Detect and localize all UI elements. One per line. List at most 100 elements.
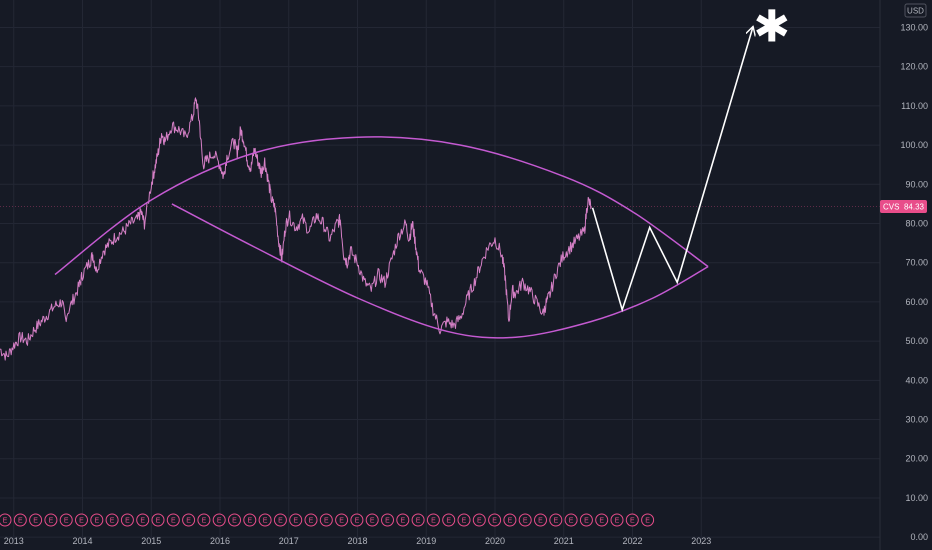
earnings-marker [472, 513, 486, 527]
earnings-marker-label: E [202, 518, 207, 525]
earnings-marker-label: E [64, 518, 69, 525]
earnings-marker [289, 513, 303, 527]
earnings-marker [212, 513, 226, 527]
earnings-marker-label: E [125, 518, 130, 525]
earnings-marker [44, 513, 58, 527]
y-tick-label: 20.00 [905, 454, 928, 464]
y-tick-label: 40.00 [905, 375, 928, 385]
earnings-marker-label: E [645, 518, 650, 525]
price-line [0, 97, 592, 361]
earnings-marker-label: E [278, 518, 283, 525]
earnings-marker [0, 513, 12, 527]
earnings-marker [120, 513, 134, 527]
earnings-marker [151, 513, 165, 527]
earnings-marker [411, 513, 425, 527]
earnings-marker-label: E [110, 518, 115, 525]
earnings-marker-label: E [339, 518, 344, 525]
y-tick-label: 130.00 [900, 22, 928, 32]
earnings-marker-label: E [355, 518, 360, 525]
earnings-marker [304, 513, 318, 527]
earnings-marker-label: E [615, 518, 620, 525]
earnings-marker [365, 513, 379, 527]
y-tick-label: 90.00 [905, 179, 928, 189]
earnings-marker-label: E [400, 518, 405, 525]
earnings-marker-label: E [49, 518, 54, 525]
earnings-marker-label: E [140, 518, 145, 525]
earnings-marker [579, 513, 593, 527]
earnings-marker [518, 513, 532, 527]
earnings-marker-label: E [599, 518, 604, 525]
earnings-marker [564, 513, 578, 527]
y-tick-label: 80.00 [905, 218, 928, 228]
asterisk-icon: ✱ [753, 1, 790, 52]
earnings-marker [457, 513, 471, 527]
earnings-marker-label: E [553, 518, 558, 525]
earnings-marker [197, 513, 211, 527]
earnings-marker [166, 513, 180, 527]
earnings-marker-label: E [33, 518, 38, 525]
earnings-marker [29, 513, 43, 527]
y-tick-label: 120.00 [900, 62, 928, 72]
earnings-marker-label: E [293, 518, 298, 525]
earnings-marker [90, 513, 104, 527]
earnings-marker [59, 513, 73, 527]
earnings-marker-label: E [309, 518, 314, 525]
earnings-marker [319, 513, 333, 527]
earnings-marker-label: E [217, 518, 222, 525]
earnings-marker-label: E [324, 518, 329, 525]
earnings-marker-label: E [431, 518, 436, 525]
earnings-marker [595, 513, 609, 527]
earnings-marker [396, 513, 410, 527]
earnings-marker [75, 513, 88, 527]
earnings-marker-label: E [18, 518, 23, 525]
y-tick-label: 110.00 [901, 101, 928, 111]
earnings-marker-label: E [508, 518, 513, 525]
x-tick-label: 2015 [141, 536, 161, 546]
currency-label: USD [907, 7, 924, 16]
earnings-marker-label: E [446, 518, 451, 525]
symbol-label: CVS [883, 203, 899, 212]
earnings-marker-label: E [569, 518, 574, 525]
y-tick-label: 0.00 [910, 532, 928, 542]
earnings-marker [136, 513, 150, 527]
earnings-marker-label: E [477, 518, 482, 525]
earnings-marker [641, 513, 655, 527]
earnings-marker [610, 513, 624, 527]
currency-box [904, 3, 927, 18]
y-tick-label: 30.00 [905, 415, 928, 425]
earnings-marker-label: E [523, 518, 528, 525]
earnings-marker [426, 513, 440, 527]
price-series [0, 97, 592, 361]
x-tick-label: 2023 [691, 536, 711, 546]
earnings-marker [488, 513, 502, 527]
earnings-marker [273, 513, 287, 527]
y-tick-label: 60.00 [905, 297, 928, 307]
earnings-marker [625, 513, 639, 527]
earnings-marker-label: E [232, 518, 237, 525]
x-tick-label: 2020 [485, 536, 505, 546]
last-price-label: 84.33 [904, 203, 925, 212]
earnings-marker [350, 513, 364, 527]
earnings-marker [381, 513, 394, 527]
earnings-marker [503, 513, 517, 527]
earnings-marker-label: E [263, 518, 268, 525]
drawing-annotations[interactable]: ✱ [54, 1, 790, 339]
x-tick-label: 2013 [4, 536, 24, 546]
earnings-marker-label: E [247, 518, 252, 525]
symbol-price-tag [880, 200, 927, 214]
earnings-marker-label: E [186, 518, 191, 525]
earnings-marker-label: E [370, 518, 375, 525]
x-tick-label: 2019 [416, 536, 436, 546]
earnings-marker [335, 513, 349, 527]
earnings-marker-label: E [462, 518, 467, 525]
earnings-marker-label: E [630, 518, 635, 525]
earnings-marker-label: E [416, 518, 421, 525]
y-tick-label: 50.00 [905, 336, 928, 346]
earnings-marker-label: E [171, 518, 176, 525]
earnings-marker-label: E [492, 518, 497, 525]
earnings-marker [182, 513, 196, 527]
x-tick-label: 2018 [347, 536, 367, 546]
